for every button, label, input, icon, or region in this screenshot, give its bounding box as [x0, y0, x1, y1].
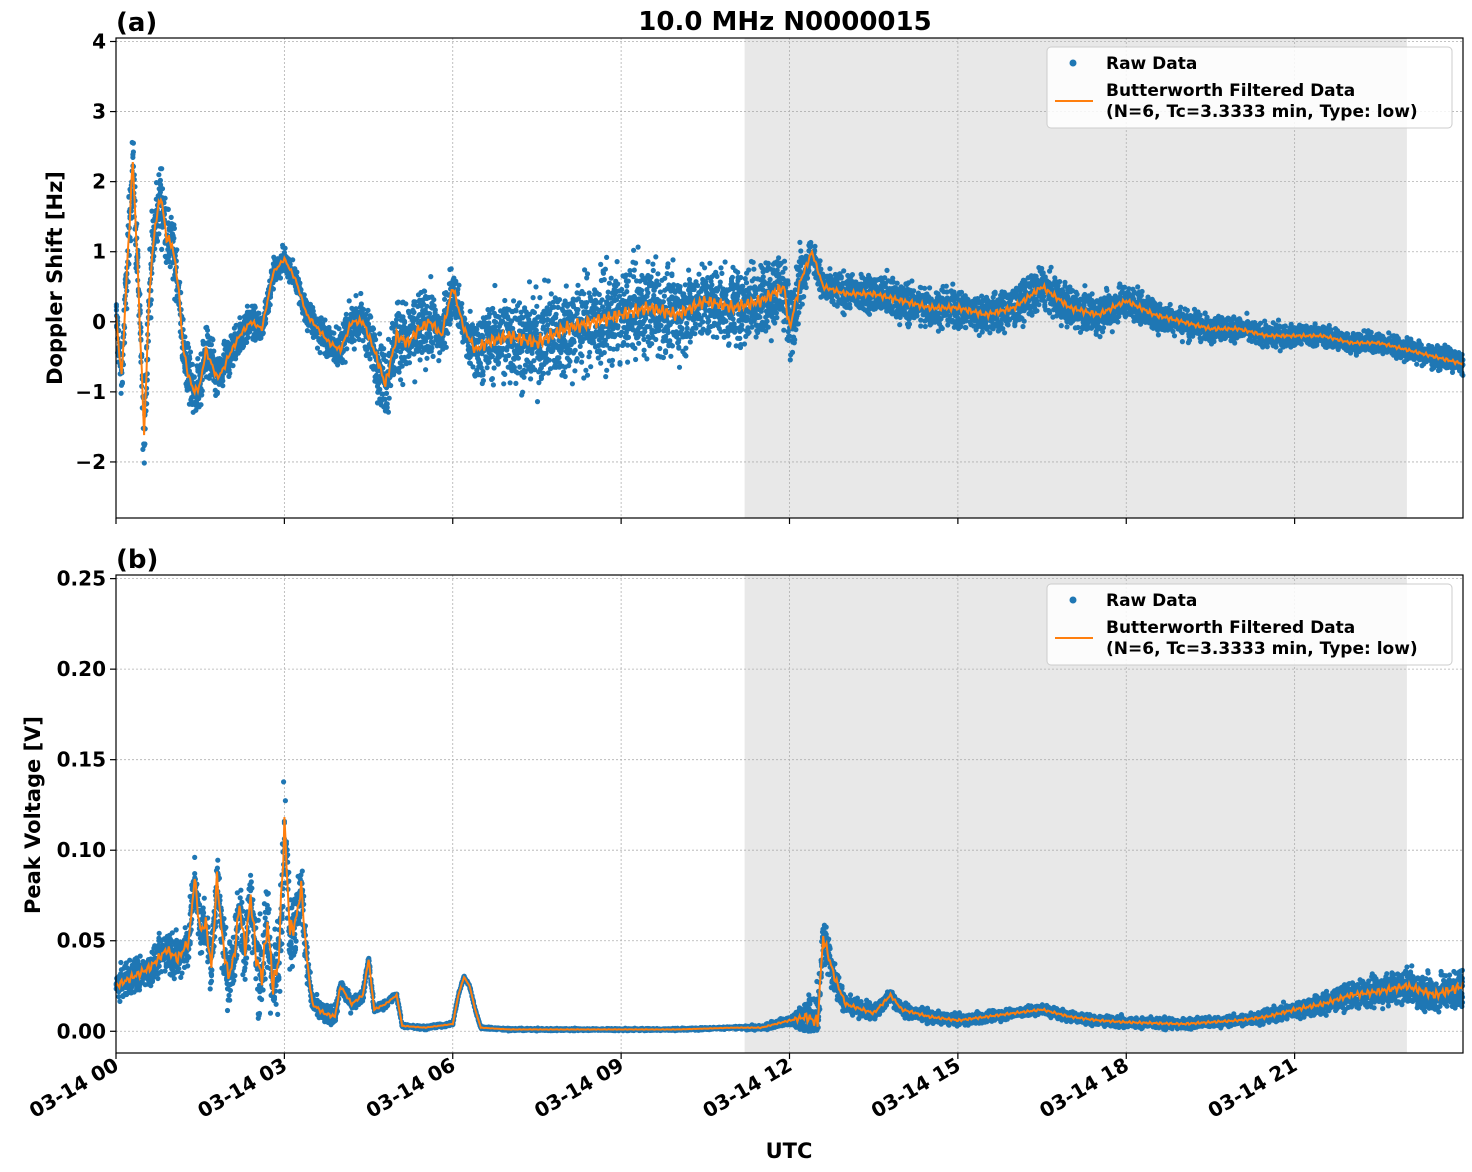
legend: Raw Data Butterworth Filtered Data (N=6,…: [1046, 583, 1453, 666]
legend-label-raw: Raw Data: [1106, 54, 1197, 74]
x-axis-ticks: 03-14 00 03-14 03 03-14 06 03-14 09 03-14 12…: [25, 1053, 1301, 1123]
gridlines: [115, 575, 1463, 1053]
legend: Raw Data Butterworth Filtered Data (N=6,…: [1046, 46, 1453, 129]
filtered-line-group: [115, 162, 1464, 436]
y-axis-label: Peak Voltage [V]: [21, 716, 45, 914]
panel-label: (a): [116, 8, 157, 38]
panel-label: (b): [116, 545, 158, 575]
x-tick-label: 03-14 03: [193, 1053, 291, 1123]
filtered-line-group: [115, 817, 1464, 1031]
legend-box: [1046, 46, 1453, 129]
legend-marker-raw: [1069, 59, 1077, 67]
legend-label-filtered-params: (N=6, Tc=3.3333 min, Type: low): [1106, 639, 1418, 659]
x-axis-ticks: [115, 518, 1296, 524]
y-tick-label: 4: [92, 30, 106, 54]
legend-label-filtered: Butterworth Filtered Data: [1106, 81, 1355, 101]
filtered-data-line: [115, 162, 1464, 436]
x-tick-label: 03-14 15: [867, 1053, 965, 1123]
y-tick-label: −2: [75, 450, 106, 474]
raw-data-points: [113, 779, 1466, 1034]
y-tick-label: 3: [92, 100, 106, 124]
panel-doppler: −2 −1 0 1 2 3 4 (a) Doppler Shift [Hz] Raw Dat…: [43, 8, 1466, 524]
x-tick-label: 03-14 06: [362, 1053, 460, 1123]
y-tick-label: 0.25: [57, 567, 106, 591]
x-tick-label: 03-14 12: [698, 1053, 796, 1123]
legend-label-filtered-params: (N=6, Tc=3.3333 min, Type: low): [1106, 102, 1418, 122]
x-tick-label: 03-14 18: [1035, 1053, 1133, 1123]
y-axis-ticks: −2 −1 0 1 2 3 4: [75, 30, 116, 474]
legend-label-filtered: Butterworth Filtered Data: [1106, 618, 1355, 638]
y-tick-label: 0.05: [57, 929, 106, 953]
legend-marker-raw: [1069, 596, 1077, 604]
y-tick-label: −1: [75, 380, 106, 404]
legend-label-raw: Raw Data: [1106, 591, 1197, 611]
y-tick-label: 2: [92, 170, 106, 194]
y-axis-label: Doppler Shift [Hz]: [43, 171, 67, 385]
y-tick-label: 0.10: [57, 838, 106, 862]
y-tick-label: 0.15: [57, 748, 106, 772]
raw-data-points: [113, 139, 1466, 466]
x-axis-label: UTC: [766, 1139, 813, 1163]
raw-data-series: [113, 139, 1466, 466]
y-axis-ticks: 0.00 0.05 0.10 0.15 0.20 0.25: [57, 567, 116, 1043]
y-tick-label: 0.20: [57, 657, 106, 681]
x-tick-label: 03-14 00: [25, 1053, 123, 1123]
filtered-data-line: [115, 817, 1464, 1031]
panel-voltage: 0.000.050.100.150.200.25 03-14 00 03-14 0…: [21, 545, 1466, 1123]
figure-title: 10.0 MHz N0000015: [638, 7, 931, 37]
y-tick-label: 1: [92, 240, 106, 264]
y-tick-label: 0.00: [57, 1019, 106, 1043]
legend-box: [1046, 583, 1453, 666]
y-tick-label: 0: [92, 310, 106, 334]
raw-data-series: [113, 779, 1466, 1034]
x-tick-label: 03-14 21: [1204, 1053, 1302, 1123]
x-tick-label: 03-14 09: [530, 1053, 628, 1123]
